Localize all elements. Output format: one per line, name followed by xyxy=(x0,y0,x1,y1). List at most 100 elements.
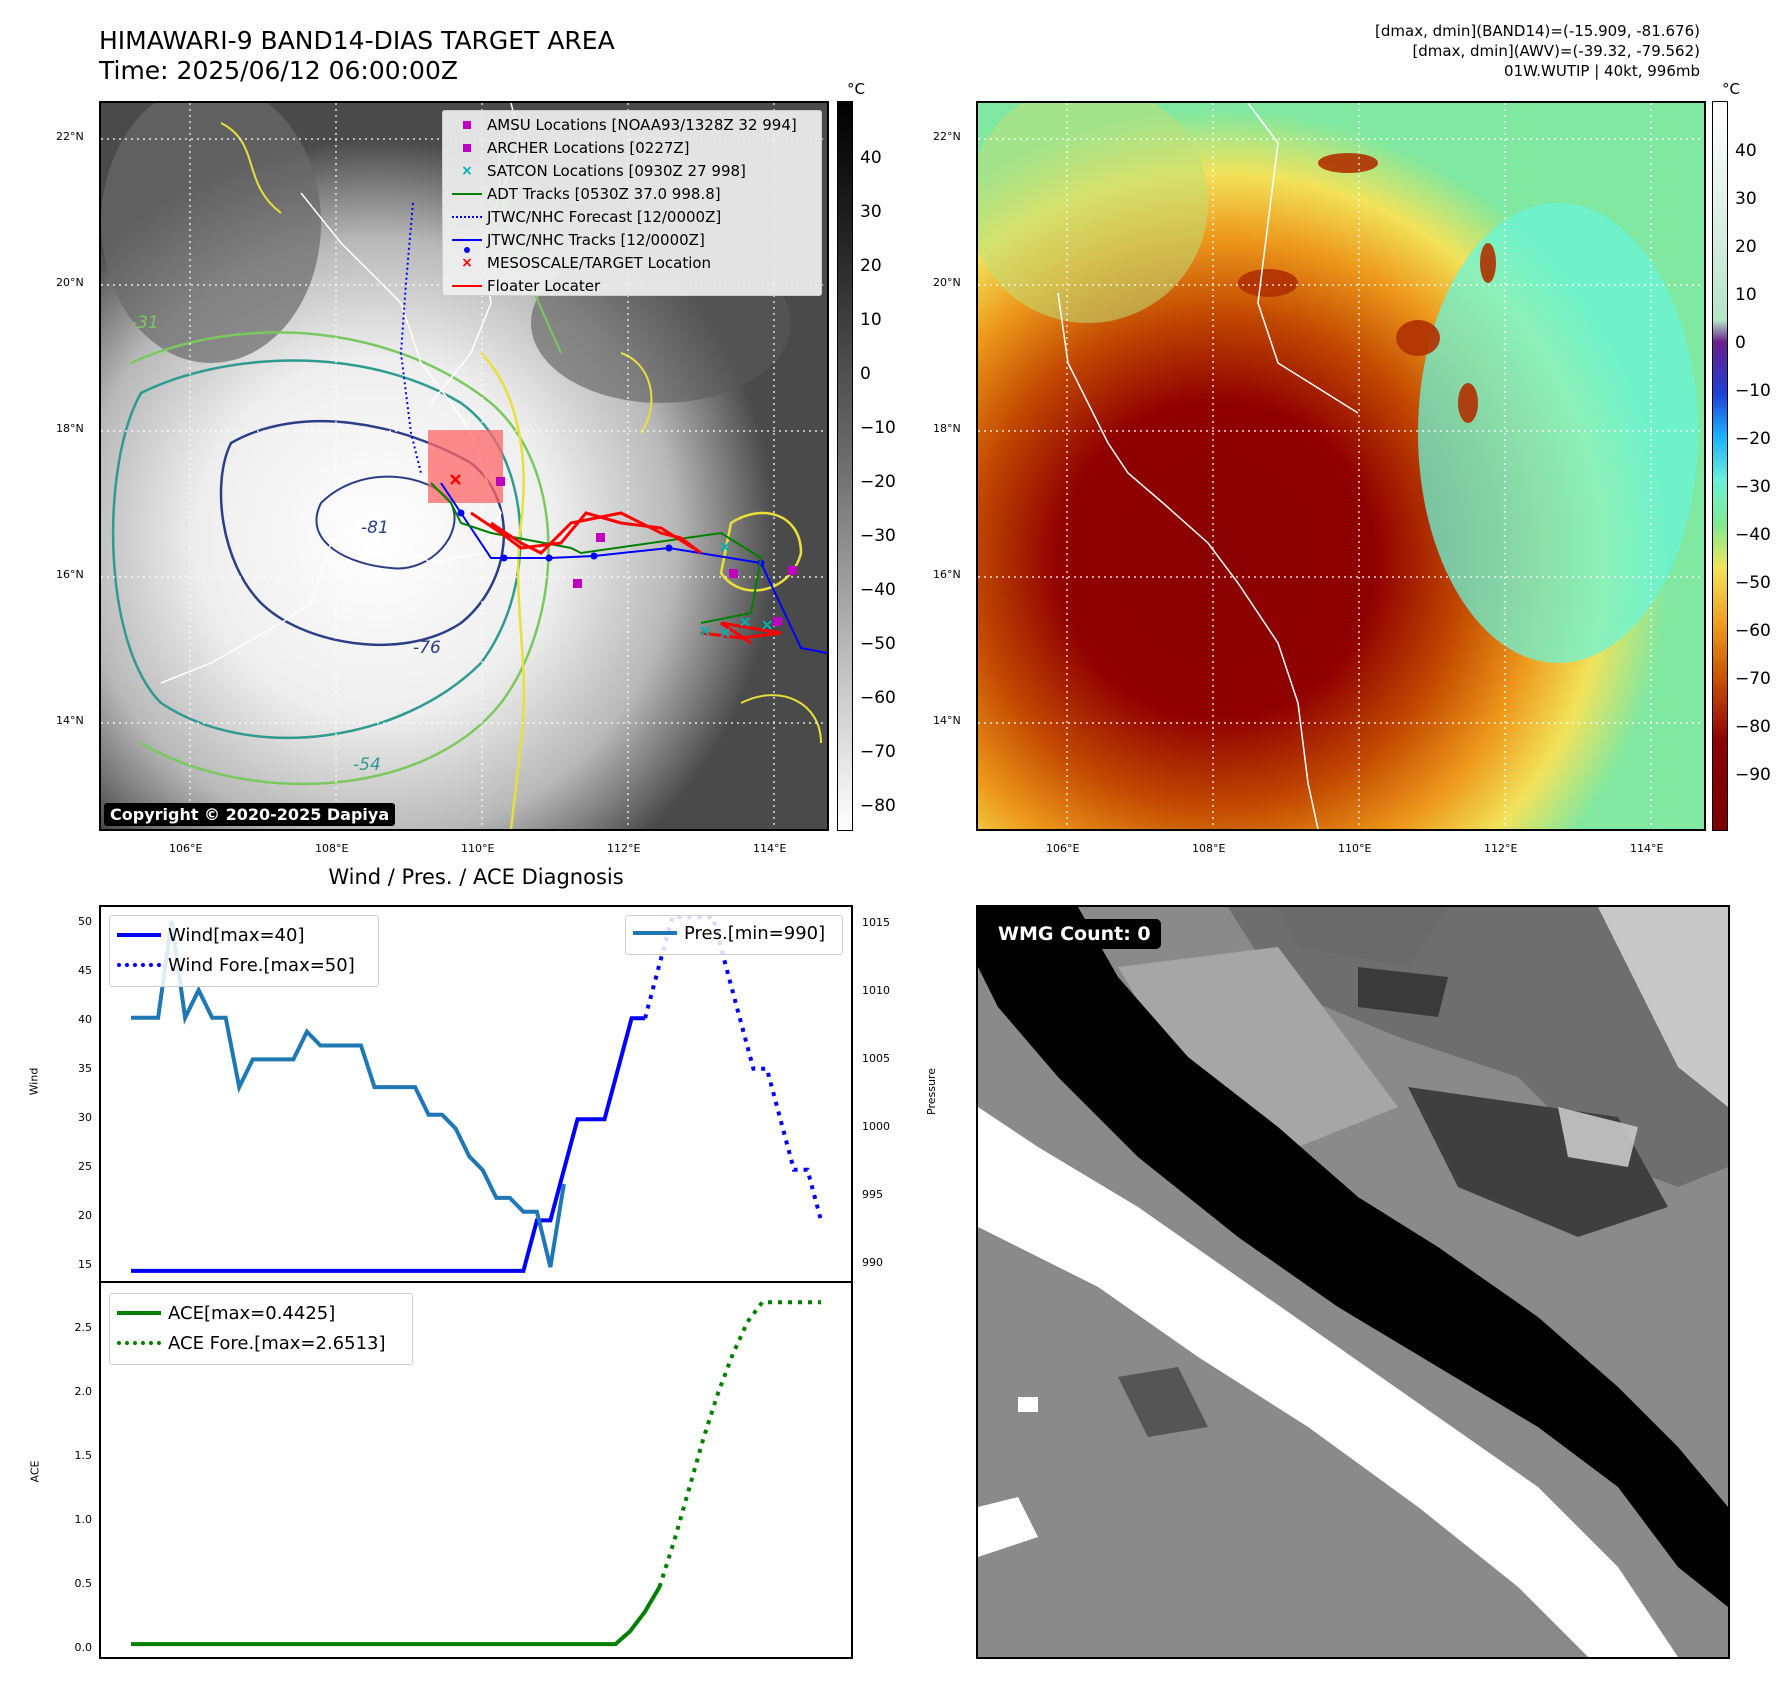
map-legend: AMSU Locations [NOAA93/1328Z 32 994] ARC… xyxy=(442,110,822,296)
ir-map-panel: -81 -76 -54 -31 AMSU Locations [NOAA93/1… xyxy=(99,101,829,831)
wind-pressure-plot xyxy=(131,915,823,1273)
floater-track xyxy=(470,511,702,555)
amsu-points xyxy=(496,477,797,626)
gray-tick: 0 xyxy=(860,364,871,384)
contour-label-31: -31 xyxy=(131,313,159,333)
pressure-line-icon xyxy=(633,931,677,935)
color-tick: −40 xyxy=(1735,525,1771,545)
ace-tick: 0.5 xyxy=(74,1577,93,1590)
legend-archer: ARCHER Locations [0227Z] xyxy=(447,136,817,159)
wind-tick: 30 xyxy=(78,1111,92,1124)
adt-track xyxy=(430,482,763,624)
color-tick: 20 xyxy=(1735,237,1757,257)
gray-tick: 30 xyxy=(860,202,882,222)
ace-plot xyxy=(131,1300,821,1647)
wind-tick: 45 xyxy=(78,964,92,977)
ace-fore-line-icon xyxy=(117,1341,161,1345)
lat-label-18: 18°N xyxy=(56,422,84,435)
ace-tick: 2.5 xyxy=(74,1321,93,1334)
ace-tick: 1.5 xyxy=(74,1449,93,1462)
gray-tick: −40 xyxy=(860,580,896,600)
legend-amsu: AMSU Locations [NOAA93/1328Z 32 994] xyxy=(447,113,817,136)
color-tick: −10 xyxy=(1735,381,1771,401)
wind-fore-line-icon xyxy=(117,963,161,967)
wind-tick: 25 xyxy=(78,1160,92,1173)
line-icon xyxy=(452,192,482,195)
color-colorbar xyxy=(1712,101,1728,831)
gray-tick: −30 xyxy=(860,526,896,546)
pressure-axis-label: Pressure xyxy=(924,1068,938,1115)
color-tick: −50 xyxy=(1735,573,1771,593)
color-tick: −80 xyxy=(1735,717,1771,737)
copyright-label: Copyright © 2020-2025 Dapiya xyxy=(104,803,396,826)
legend-ace-fore-label: ACE Fore.[max=2.6513] xyxy=(168,1332,386,1354)
x-marker-icon: × xyxy=(461,254,473,271)
gray-tick: −50 xyxy=(860,634,896,654)
pressure-line xyxy=(131,920,566,1268)
lat-label-20: 20°N xyxy=(933,276,961,289)
square-marker-icon xyxy=(463,120,471,129)
line-dot-icon xyxy=(452,238,482,241)
legend-wind-fore-label: Wind Fore.[max=50] xyxy=(168,954,355,976)
lat-label-14: 14°N xyxy=(933,714,961,727)
legend-label: ARCHER Locations [0227Z] xyxy=(487,138,690,157)
storm-info: 01W.WUTIP | 40kt, 996mb xyxy=(1504,62,1700,80)
gray-tick: −60 xyxy=(860,688,896,708)
wmg-panel: WMG Count: 0 xyxy=(976,905,1730,1659)
color-tick: 10 xyxy=(1735,285,1757,305)
color-tick: −90 xyxy=(1735,765,1771,785)
wind-tick: 15 xyxy=(78,1258,92,1271)
dotted-line-icon xyxy=(452,215,482,218)
legend-wind-label: Wind[max=40] xyxy=(168,924,305,946)
ace-line-icon xyxy=(117,1311,161,1315)
color-tick: −30 xyxy=(1735,477,1771,497)
lon-label-108: 108°E xyxy=(1192,842,1226,855)
awv-map xyxy=(978,103,1704,829)
color-colorbar-unit: °C xyxy=(1722,80,1740,98)
pressure-tick: 1005 xyxy=(862,1052,890,1065)
target-marker xyxy=(450,474,461,485)
ace-legend: ACE[max=0.4425] ACE Fore.[max=2.6513] xyxy=(109,1293,413,1365)
lon-label-110: 110°E xyxy=(1338,842,1372,855)
legend-label: AMSU Locations [NOAA93/1328Z 32 994] xyxy=(487,115,797,134)
wind-ticks: 50 45 40 35 30 25 20 15 xyxy=(54,905,94,1283)
pressure-tick: 1010 xyxy=(862,984,890,997)
line-icon xyxy=(452,284,482,287)
lon-label-114: 114°E xyxy=(1630,842,1664,855)
color-tick: 30 xyxy=(1735,189,1757,209)
wind-axis-label: Wind xyxy=(27,1067,41,1096)
pressure-tick: 995 xyxy=(862,1188,883,1201)
awv-map-panel xyxy=(976,101,1706,831)
color-tick: −20 xyxy=(1735,429,1771,449)
pressure-legend: Pres.[min=990] xyxy=(625,915,843,955)
legend-pres-label: Pres.[min=990] xyxy=(684,922,826,944)
pressure-ticks: 1015 1010 1005 1000 995 990 xyxy=(862,905,912,1283)
lon-label-112: 112°E xyxy=(1484,842,1518,855)
gray-colorbar-ticks: 40 30 20 10 0 −10 −20 −30 −40 −50 −60 −7… xyxy=(860,101,920,831)
color-tick: −70 xyxy=(1735,669,1771,689)
color-colorbar-ticks: 40 30 20 10 0 −10 −20 −30 −40 −50 −60 −7… xyxy=(1735,101,1792,831)
ace-tick: 1.0 xyxy=(74,1513,93,1526)
ace-chart: ACE[max=0.4425] ACE Fore.[max=2.6513] xyxy=(99,1281,853,1659)
ace-line xyxy=(131,1585,662,1647)
figure-title: HIMAWARI-9 BAND14-DIAS TARGET AREA xyxy=(99,26,615,55)
lon-label-106: 106°E xyxy=(1046,842,1080,855)
legend-label: MESOSCALE/TARGET Location xyxy=(487,253,712,272)
wind-forecast-line xyxy=(643,915,823,1221)
lon-label-106: 106°E xyxy=(169,842,203,855)
satcon-points xyxy=(700,542,772,638)
gray-colorbar-unit: °C xyxy=(847,80,865,98)
lat-label-18: 18°N xyxy=(933,422,961,435)
contour-label-76: -76 xyxy=(413,638,441,658)
color-tick: −60 xyxy=(1735,621,1771,641)
wmg-count-badge: WMG Count: 0 xyxy=(988,919,1161,949)
color-tick: 40 xyxy=(1735,141,1757,161)
legend-satcon: × SATCON Locations [0930Z 27 998] xyxy=(447,159,817,182)
ace-tick: 0.0 xyxy=(74,1641,93,1654)
x-marker-icon: × xyxy=(461,162,473,179)
awv-range: [dmax, dmin](AWV)=(-39.32, -79.562) xyxy=(1412,42,1700,60)
gray-tick: −70 xyxy=(860,742,896,762)
wind-pressure-chart: Wind[max=40] Wind Fore.[max=50] Pres.[mi… xyxy=(99,905,853,1283)
ace-forecast-line xyxy=(657,1300,821,1588)
forecast-track xyxy=(399,202,422,474)
